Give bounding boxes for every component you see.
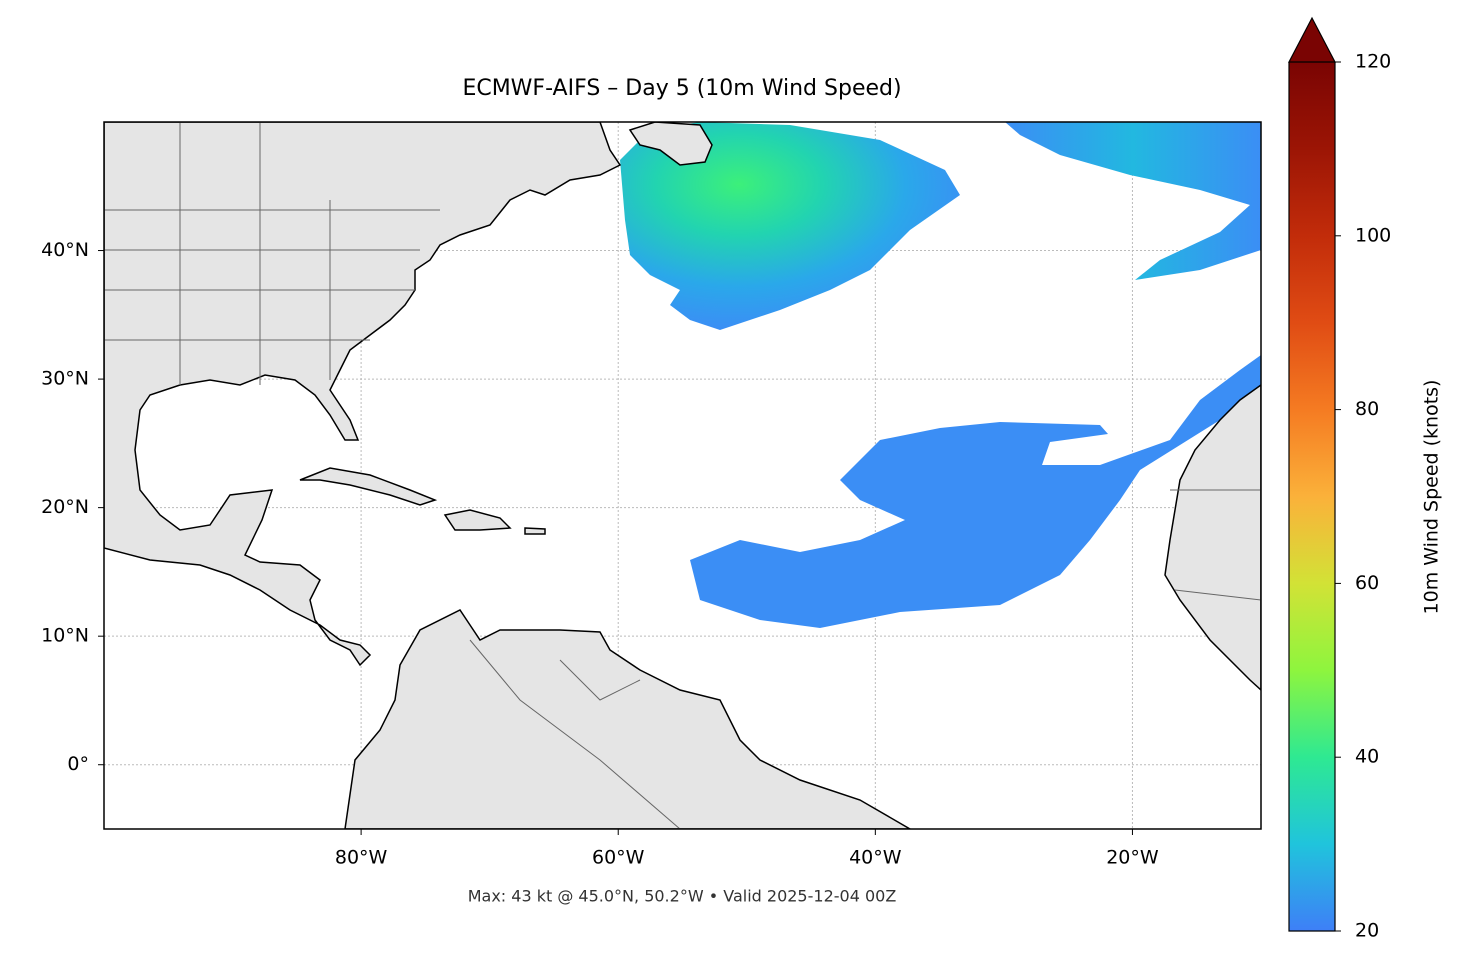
colorbar-tick-label: 100 — [1355, 224, 1391, 246]
wind-north — [620, 122, 960, 330]
colorbar-label: 10m Wind Speed (knots) — [1421, 380, 1443, 615]
x-tick-label: 80°W — [335, 847, 388, 869]
map-frame — [103, 121, 1262, 830]
state-borders — [104, 122, 1261, 829]
chart-title: ECMWF-AIFS – Day 5 (10m Wind Speed) — [462, 76, 901, 101]
land-puerto-rico — [524, 527, 546, 535]
land-newfoundland — [628, 122, 713, 166]
footer: Max: 43 kt @ 45.0°N, 50.2°W • Valid 2025… — [468, 887, 897, 906]
colorbar — [1289, 62, 1335, 931]
colorbar-tick-label: 60 — [1355, 572, 1379, 594]
colorbar-frame — [1288, 62, 1336, 932]
colorbar-tick-label: 20 — [1355, 920, 1379, 942]
x-tick-label: 20°W — [1106, 847, 1159, 869]
y-tick-label: 30°N — [41, 368, 89, 390]
y-tick-label: 10°N — [41, 625, 89, 647]
x-tick-label: 60°W — [592, 847, 645, 869]
wind-northeast — [1005, 122, 1261, 280]
y-tick-label: 0° — [67, 753, 89, 775]
y-tick-label: 20°N — [41, 496, 89, 518]
land-south-america — [344, 609, 912, 829]
colorbar-tick-label: 40 — [1355, 746, 1379, 768]
y-tick-label: 40°N — [41, 239, 89, 261]
x-tick-label: 40°W — [849, 847, 902, 869]
wind-south — [690, 355, 1261, 628]
colorbar-tick-label: 120 — [1355, 51, 1391, 73]
colorbar-tick-label: 80 — [1355, 398, 1379, 420]
land-africa — [1164, 384, 1261, 692]
land-cuba — [299, 467, 438, 506]
colorbar-extend — [1288, 16, 1336, 63]
land-hispaniola — [443, 509, 512, 531]
map-area — [104, 122, 1261, 829]
